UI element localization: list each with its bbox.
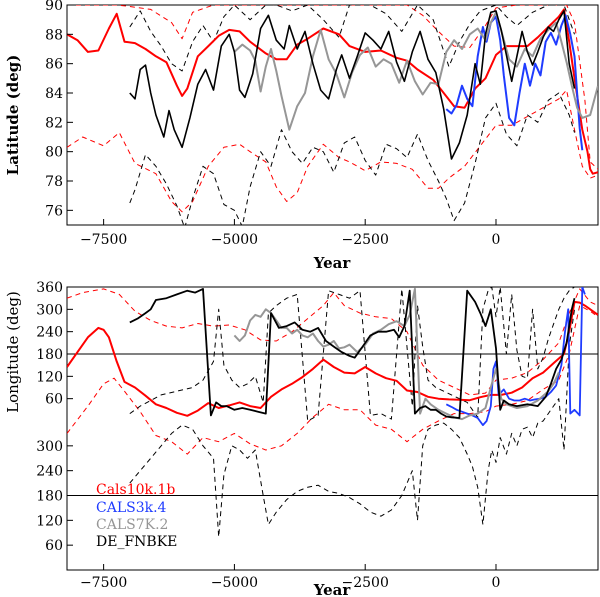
latitude-y-tick-label: 90	[45, 0, 63, 14]
latitude-y-tick-label: 84	[45, 86, 63, 102]
latitude-series-line-1	[445, 14, 584, 151]
latitude-x-tick-label: −5000	[211, 232, 258, 248]
longitude-x-ticks: −7500 −5000 −2500 0	[80, 564, 501, 591]
longitude-series-line-6	[129, 287, 575, 422]
longitude-y-tick-label: 300	[36, 302, 63, 318]
longitude-x-tick-label: −5000	[211, 575, 258, 591]
longitude-series-line-3	[129, 288, 576, 419]
latitude-plot-frame	[66, 4, 599, 226]
latitude-y-axis-title: Latitude (deg)	[4, 55, 22, 176]
legend-entry-de-fnbke: DE_FNBKE	[96, 534, 177, 550]
legend: Cals10k.1b CALS3k.4 CALS7K.2 DE_FNBKE	[96, 482, 177, 550]
latitude-y-tick-label: 82	[45, 115, 63, 131]
latitude-series-line-6	[129, 5, 575, 72]
latitude-panel: 76 78 80 82 84 86 88 90 −7500 −5000 −2500 0 Year L…	[4, 0, 599, 272]
latitude-series-line-7	[129, 92, 575, 225]
longitude-y-tick-label: 300	[36, 439, 63, 455]
latitude-x-ticks: −7500 −5000 −2500 0	[80, 219, 501, 248]
longitude-series	[67, 287, 598, 538]
latitude-series-line-4	[67, 5, 598, 170]
latitude-series-line-3	[129, 10, 576, 160]
latitude-x-tick-label: −7500	[80, 232, 127, 248]
latitude-y-ticks: 76 78 80 82 84 86 88 90	[45, 0, 73, 219]
longitude-y-tick-label: 180	[36, 347, 63, 363]
legend-entry-cals7k: CALS7K.2	[96, 517, 168, 533]
longitude-y-tick-label: 120	[36, 369, 63, 385]
longitude-panel: 60 120 180 240 300 360 60 120 180 240 300 −7500 −50…	[4, 280, 599, 597]
legend-entry-cals10k: Cals10k.1b	[96, 482, 175, 498]
latitude-x-tick-label: −2500	[342, 232, 389, 248]
latitude-y-tick-label: 80	[45, 145, 63, 161]
legend-entry-cals3k: CALS3k.4	[96, 500, 167, 516]
longitude-x-tick-label: 0	[492, 575, 501, 591]
longitude-y-tick-label: 120	[36, 513, 63, 529]
longitude-series-line-7	[129, 309, 575, 538]
latitude-x-axis-title: Year	[313, 254, 352, 272]
latitude-y-tick-label: 88	[45, 27, 63, 43]
longitude-y-tick-label: 240	[36, 325, 63, 341]
latitude-series-line-0	[67, 8, 598, 175]
latitude-y-tick-label: 86	[45, 57, 63, 73]
longitude-y-axis-title: Longitude (deg)	[4, 291, 22, 413]
longitude-y-tick-label: 240	[36, 464, 63, 480]
longitude-y-ticks: 60 120 180 240 300 360 60 120 180 240 300	[36, 280, 73, 554]
latitude-series	[67, 5, 598, 225]
longitude-y-tick-label: 180	[36, 489, 63, 505]
longitude-x-tick-label: −7500	[80, 575, 127, 591]
longitude-series-line-0	[67, 300, 598, 417]
latitude-x-tick-label: 0	[492, 232, 501, 248]
latitude-y-tick-label: 76	[45, 203, 63, 219]
longitude-y-tick-label: 60	[45, 538, 63, 554]
longitude-x-tick-label: −2500	[342, 575, 389, 591]
longitude-y-tick-label: 360	[36, 280, 63, 296]
longitude-series-line-1	[445, 287, 586, 426]
longitude-x-axis-title: Year	[313, 581, 352, 597]
longitude-reference-lines	[67, 286, 598, 496]
latitude-series-line-5	[67, 89, 598, 213]
latitude-y-tick-label: 78	[45, 174, 63, 190]
longitude-series-line-5	[67, 305, 598, 455]
longitude-series-line-4	[67, 288, 598, 396]
longitude-y-tick-label: 60	[45, 392, 63, 408]
